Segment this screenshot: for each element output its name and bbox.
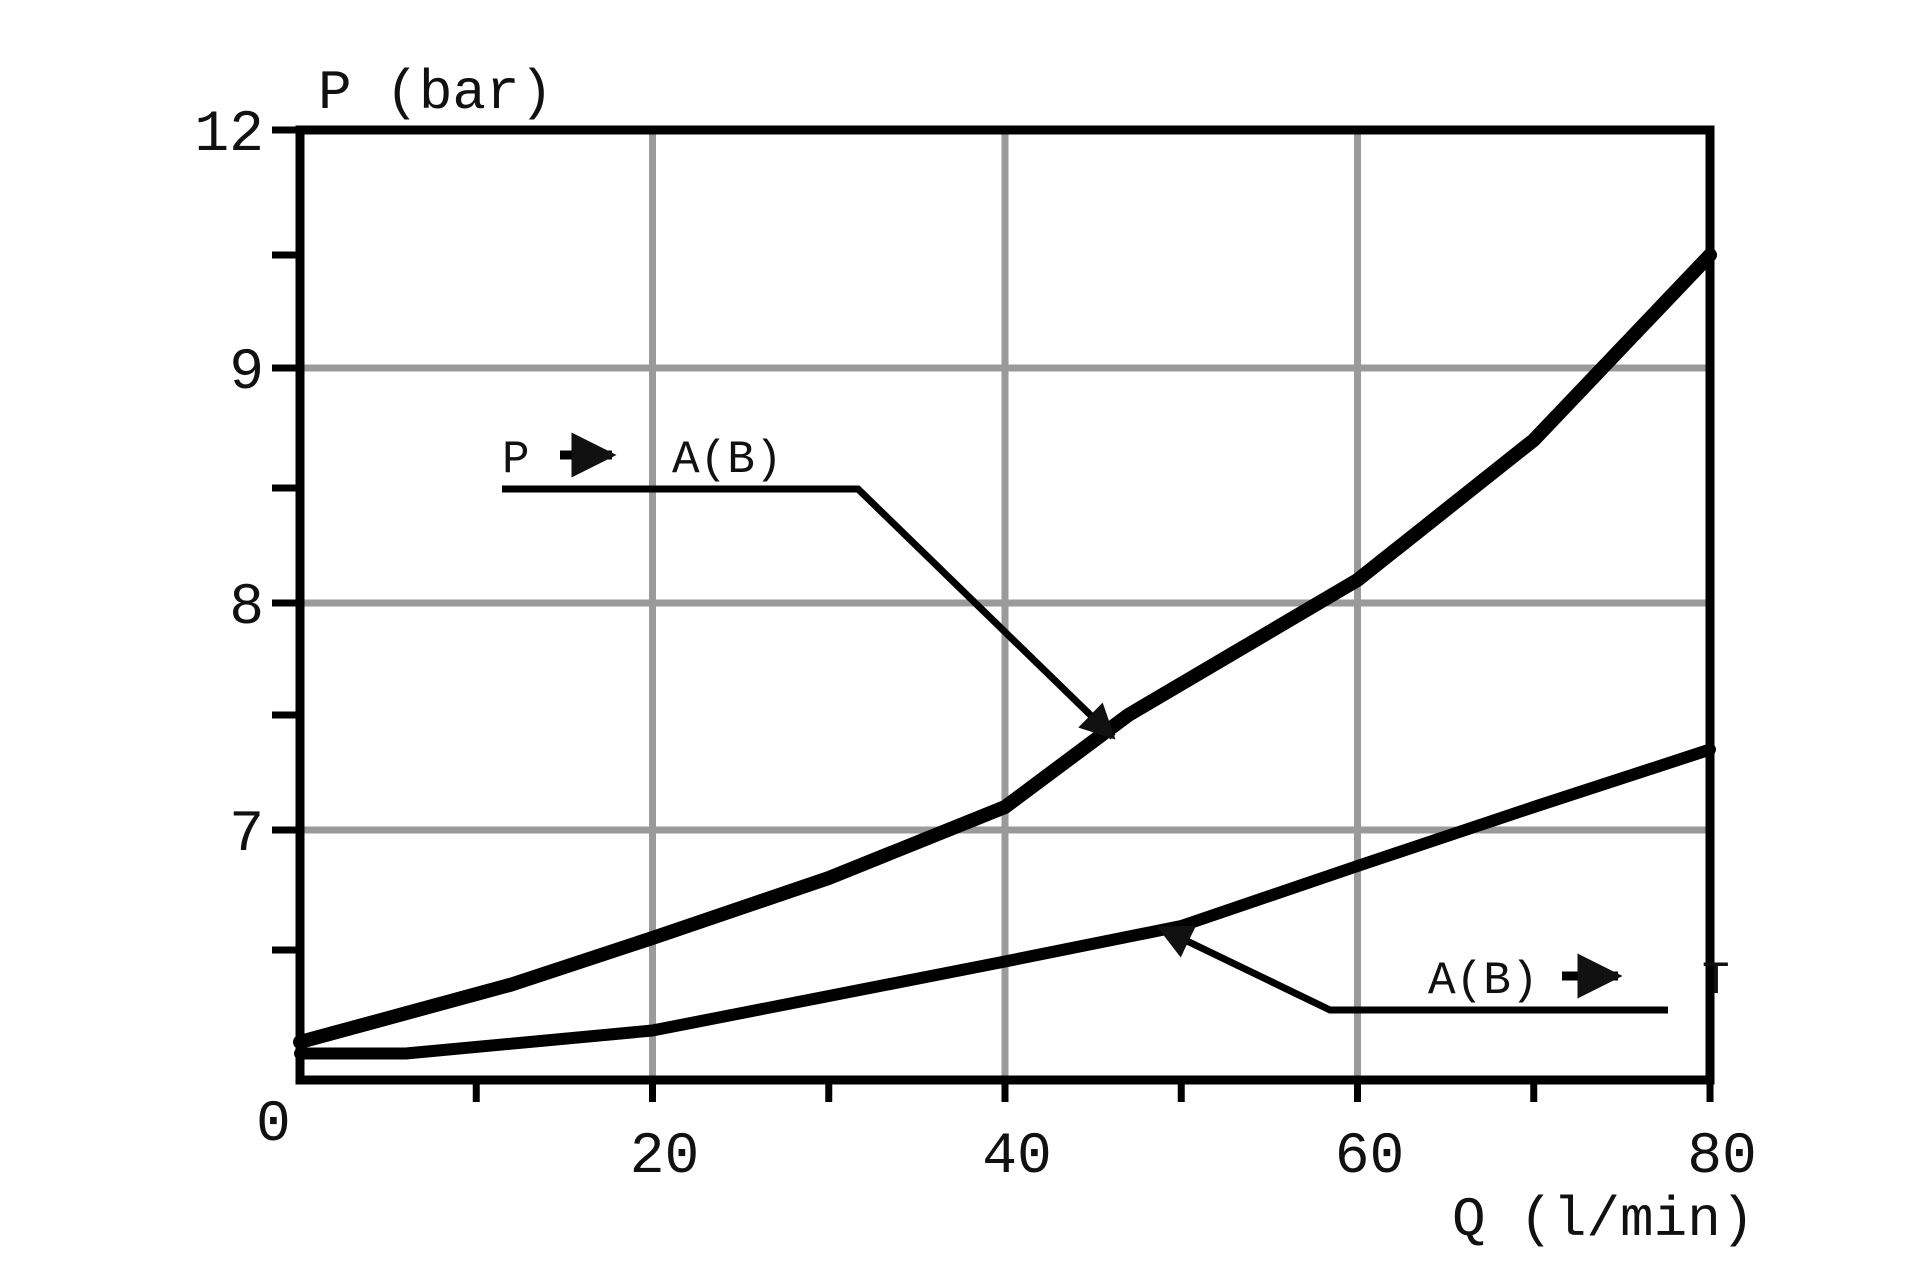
y-tick-label: 12 bbox=[194, 103, 264, 168]
y-tick-label: 7 bbox=[229, 803, 264, 868]
axis-ticks bbox=[272, 126, 1714, 1102]
y-axis-title: P (bar) bbox=[318, 61, 553, 125]
annotation-leader bbox=[502, 485, 1116, 740]
grid-lines bbox=[300, 130, 1710, 1080]
series-line bbox=[293, 248, 1717, 1049]
x-tick-label: 60 bbox=[1335, 1125, 1405, 1190]
annotation-label: A(B) bbox=[672, 434, 782, 486]
tick-labels: 7 8 9 12 20 40 60 80 bbox=[194, 103, 1756, 1190]
y-tick-label: 9 bbox=[229, 341, 264, 406]
x-tick-label: 20 bbox=[630, 1125, 700, 1190]
annotation-leader bbox=[1156, 924, 1668, 1014]
annotations: P A(B) A(B) T bbox=[502, 432, 1730, 1014]
annotation-label: A(B) bbox=[1428, 955, 1538, 1007]
x-axis-title: Q (l/min) bbox=[1452, 1188, 1754, 1252]
x-tick-label: 40 bbox=[982, 1125, 1052, 1190]
y-tick-label: 8 bbox=[229, 576, 264, 641]
origin-label: 0 bbox=[256, 1093, 291, 1158]
annotation-label: T bbox=[1702, 955, 1730, 1007]
series-lines bbox=[293, 248, 1717, 1060]
x-tick-label: 80 bbox=[1687, 1125, 1757, 1190]
annotation-label: P bbox=[502, 434, 530, 486]
series-line bbox=[294, 743, 1716, 1060]
